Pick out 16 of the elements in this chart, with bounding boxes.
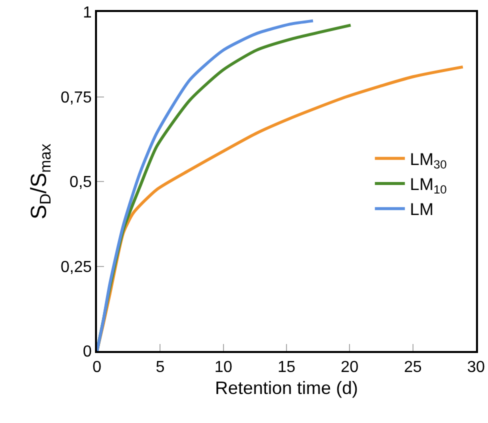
y-tick-label: 0,75: [60, 89, 92, 106]
x-tick-label: 25: [404, 359, 422, 376]
y-tick-label: 0: [82, 344, 92, 361]
legend-label: LM: [410, 200, 434, 220]
y-tick-label: 0,5: [70, 174, 92, 192]
legend-label: LM$_{10}$: [410, 175, 448, 197]
x-tick-label: 30: [467, 359, 485, 376]
line-series: [97, 19, 315, 351]
x-tick-label: 15: [278, 359, 296, 376]
x-tick-label: 5: [156, 359, 165, 376]
y-tick-label: 1: [82, 4, 92, 22]
x-axis-title: Retention time (d): [214, 378, 358, 398]
y-tick-label: 0,25: [60, 258, 92, 276]
x-tick-label: 10: [214, 359, 232, 376]
x-tick-label: 20: [340, 359, 359, 376]
legend-label: LM$_{30}$: [410, 150, 448, 172]
